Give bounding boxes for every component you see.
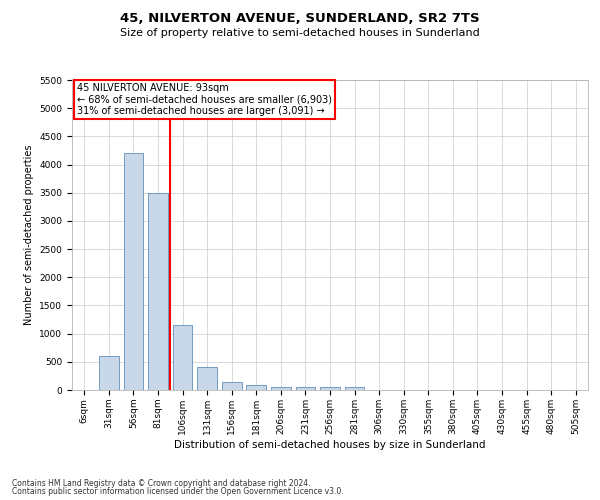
Y-axis label: Number of semi-detached properties: Number of semi-detached properties [24, 145, 34, 325]
Bar [99, 356, 119, 390]
Bar [271, 386, 290, 390]
Bar [148, 192, 168, 390]
Text: Contains public sector information licensed under the Open Government Licence v3: Contains public sector information licen… [12, 487, 344, 496]
Bar [320, 387, 340, 390]
Text: Size of property relative to semi-detached houses in Sunderland: Size of property relative to semi-detach… [120, 28, 480, 38]
Bar [345, 387, 364, 390]
Text: 45 NILVERTON AVENUE: 93sqm
← 68% of semi-detached houses are smaller (6,903)
31%: 45 NILVERTON AVENUE: 93sqm ← 68% of semi… [77, 83, 332, 116]
Bar [296, 387, 315, 390]
Bar [222, 382, 242, 390]
Bar [124, 154, 143, 390]
Text: Contains HM Land Registry data © Crown copyright and database right 2024.: Contains HM Land Registry data © Crown c… [12, 478, 311, 488]
Text: 45, NILVERTON AVENUE, SUNDERLAND, SR2 7TS: 45, NILVERTON AVENUE, SUNDERLAND, SR2 7T… [120, 12, 480, 26]
X-axis label: Distribution of semi-detached houses by size in Sunderland: Distribution of semi-detached houses by … [174, 440, 486, 450]
Bar [173, 325, 193, 390]
Bar [197, 368, 217, 390]
Bar [247, 386, 266, 390]
